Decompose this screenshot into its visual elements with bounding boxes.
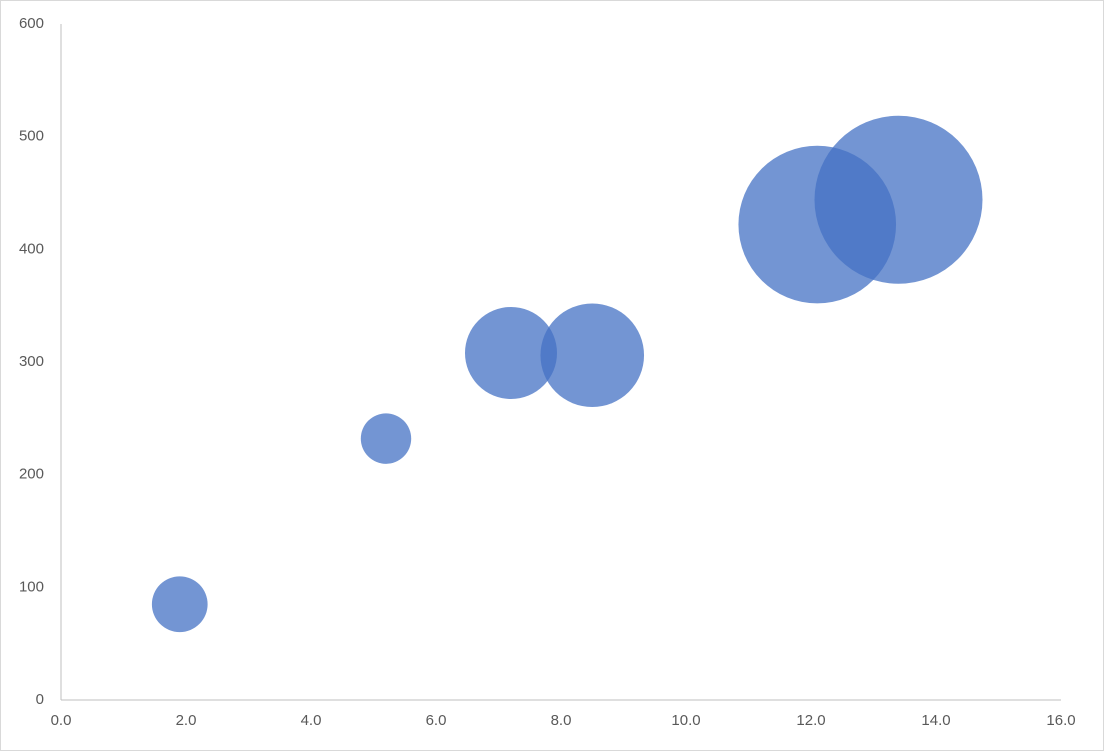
bubble [464,306,558,399]
x-tick-label: 6.0 [426,712,447,729]
x-tick-label: 12.0 [796,712,825,729]
x-tick-label: 8.0 [551,712,572,729]
y-tick-label: 500 [19,128,44,145]
x-tick-label: 16.0 [1046,712,1075,729]
bubble [360,413,412,464]
x-tick-label: 14.0 [921,712,950,729]
bubble [540,303,645,408]
y-tick-label: 200 [19,466,44,483]
y-tick-label: 300 [19,353,44,370]
x-tick-label: 2.0 [176,712,197,729]
bubble [814,115,983,284]
x-tick-label: 0.0 [51,712,72,729]
y-tick-label: 0 [36,691,44,708]
x-tick-label: 10.0 [671,712,700,729]
x-tick-label: 4.0 [301,712,322,729]
y-tick-label: 100 [19,578,44,595]
bubble [151,576,208,633]
y-tick-label: 400 [19,240,44,257]
y-tick-label: 600 [19,15,44,32]
